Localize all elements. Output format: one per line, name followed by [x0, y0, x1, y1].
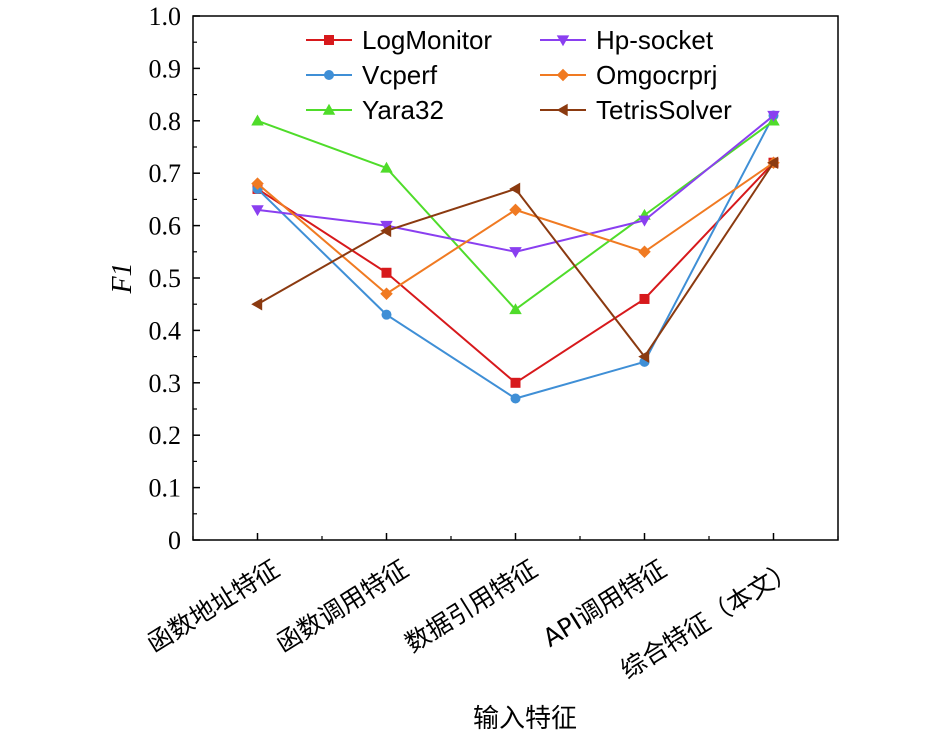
- legend-marker: [556, 68, 570, 82]
- legend-marker: [324, 35, 334, 45]
- series-hp-socket: [251, 110, 780, 259]
- series-line: [256, 162, 775, 385]
- y-tick-label: 0.1: [149, 474, 182, 503]
- data-point: [639, 293, 650, 304]
- legend-item: Yara32: [306, 95, 444, 125]
- data-point: [638, 245, 651, 259]
- data-point: [767, 110, 780, 122]
- y-tick-label: 0.6: [149, 212, 182, 241]
- y-tick-label: 1.0: [149, 2, 182, 31]
- legend-marker: [556, 35, 570, 47]
- data-point: [638, 215, 651, 227]
- y-tick-label: 0.4: [149, 316, 182, 345]
- legend-label: Omgocrprj: [596, 60, 717, 90]
- legend-label: LogMonitor: [362, 25, 492, 55]
- data-point: [380, 220, 393, 232]
- y-tick-label: 0.2: [149, 421, 182, 450]
- data-point: [380, 287, 393, 300]
- data-point: [251, 177, 264, 190]
- series-omgocrprj: [251, 156, 780, 300]
- x-tick-label: 函数地址特征: [142, 554, 285, 658]
- data-point: [510, 393, 521, 404]
- series-line: [257, 114, 775, 253]
- data-point: [251, 297, 263, 311]
- data-point: [509, 182, 521, 196]
- legend-item: Hp-socket: [540, 25, 714, 55]
- x-tick-label: 数据引用特征: [400, 554, 543, 658]
- y-tick-label: 0.3: [149, 369, 182, 398]
- data-point: [638, 350, 650, 363]
- data-point: [510, 377, 521, 388]
- legend: LogMonitor Vcperf Yara32 Hp-socket Omgocrprj…: [306, 25, 732, 125]
- series-line: [256, 161, 775, 295]
- series-layer: [251, 110, 780, 404]
- data-point: [509, 247, 522, 259]
- y-tick-label: 0.7: [149, 159, 182, 188]
- data-point: [381, 267, 392, 278]
- legend-item: Vcperf: [306, 60, 438, 90]
- plot-frame: [192, 15, 839, 541]
- data-point: [381, 309, 392, 320]
- series-tetrissolver: [251, 156, 779, 363]
- legend-label: Hp-socket: [596, 25, 714, 55]
- legend-item: Omgocrprj: [540, 60, 717, 90]
- y-tick-label: 0: [168, 526, 181, 555]
- legend-marker: [322, 103, 336, 115]
- legend-label: Yara32: [362, 95, 444, 125]
- data-point: [251, 205, 264, 217]
- data-point: [380, 224, 392, 238]
- data-point: [509, 203, 522, 217]
- data-point: [767, 156, 779, 169]
- legend-label: Vcperf: [362, 60, 438, 90]
- x-axis-title: 输入特征: [473, 704, 577, 734]
- data-point: [509, 303, 522, 315]
- legend-item: TetrisSolver: [540, 95, 732, 125]
- legend-label: TetrisSolver: [596, 95, 732, 125]
- y-tick-label: 0.8: [149, 107, 182, 136]
- data-point: [251, 114, 264, 126]
- legend-marker: [556, 103, 568, 117]
- y-tick-label: 0.5: [149, 264, 182, 293]
- y-axis-title: F1: [107, 262, 138, 294]
- axes-layer: 0 0.1 0.2 0.3 0.4 0.5 0.6 0.7 0.8 0.9 1.0 函数地址特征函数调…: [142, 2, 839, 685]
- y-tick-label: 0.9: [149, 54, 182, 83]
- legend-item: LogMonitor: [306, 25, 492, 55]
- data-point: [380, 161, 393, 173]
- legend-marker: [324, 70, 334, 80]
- x-tick-label: 函数调用特征: [271, 554, 414, 658]
